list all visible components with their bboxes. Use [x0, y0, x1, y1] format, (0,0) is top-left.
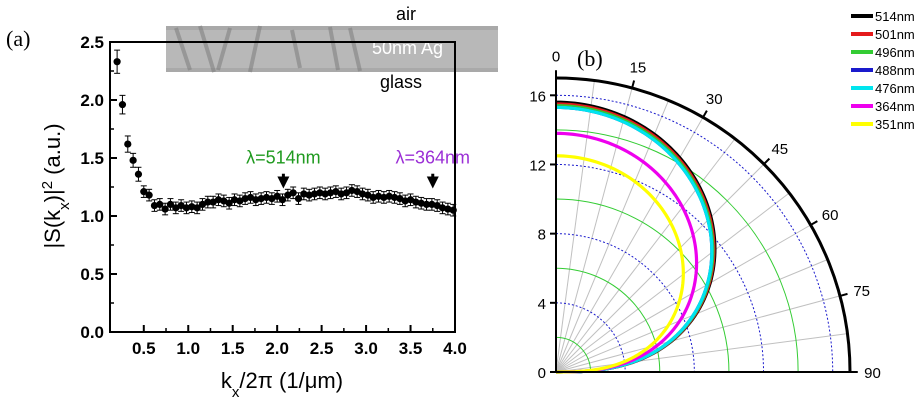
- data-point: [129, 156, 137, 164]
- angle-tick-mark: [810, 220, 818, 226]
- wavelength-annotation: λ=514nm: [246, 148, 321, 168]
- polar-spoke: [555, 224, 811, 373]
- polar-spoke: [555, 163, 765, 373]
- inset-glass-label: glass: [380, 72, 422, 92]
- angle-tick-label: 90: [864, 365, 881, 382]
- radius-tick-label: 12: [529, 157, 546, 174]
- data-point: [161, 205, 169, 213]
- angle-tick-mark: [631, 80, 636, 89]
- legend-label: 501nm: [875, 27, 915, 42]
- angle-tick-label: 15: [630, 59, 647, 76]
- polar-curve: [555, 131, 699, 374]
- polar-spoke: [555, 192, 790, 373]
- x-tick-label: 1.5: [221, 339, 245, 358]
- radius-tick-label: 8: [538, 227, 546, 244]
- inset-air-label: air: [396, 4, 416, 24]
- angle-tick-label: 60: [822, 207, 839, 224]
- polar-spoke: [555, 80, 595, 373]
- polar-grid-arc: [555, 233, 695, 373]
- data-point: [289, 189, 297, 197]
- x-tick-label: 4.0: [443, 339, 467, 358]
- data-point: [278, 196, 287, 204]
- plot-a-xlabel: kx/2π (1/μm): [221, 368, 343, 398]
- y-tick-label: 1.0: [80, 207, 104, 226]
- data-point: [294, 195, 303, 203]
- polar-curve: [555, 105, 714, 374]
- data-point: [166, 200, 175, 208]
- plot-a-ylabel: |S(kx)|2 (a.u.): [39, 123, 73, 248]
- wavelength-annotation: λ=364nm: [395, 148, 470, 168]
- inset-grain-lines: [174, 25, 362, 73]
- inset-tem-image: air 50nm Ag glass: [166, 4, 498, 92]
- angle-tick-mark: [702, 110, 708, 118]
- legend-label: 351nm: [875, 117, 915, 132]
- polar-spoke: [555, 100, 669, 373]
- radius-tick-label: 16: [529, 88, 546, 105]
- polar-curve: [555, 154, 685, 374]
- plot-a-annotations: λ=514nm λ=364nm: [246, 148, 470, 189]
- data-point: [113, 58, 121, 66]
- polar-spoke: [555, 333, 848, 373]
- y-tick-label: 0.5: [80, 265, 104, 284]
- legend-label: 488nm: [875, 63, 915, 78]
- angle-tick-label: 45: [771, 141, 788, 158]
- data-point: [273, 192, 281, 200]
- data-point: [118, 101, 127, 109]
- panel-b-label: (b): [577, 46, 603, 71]
- angle-tick-mark: [839, 292, 848, 297]
- data-point: [156, 200, 164, 208]
- panel-a: (a) air 50nm Ag glass 0.5 1.0 1.5 2.0 2.5 3.0…: [6, 4, 498, 398]
- data-point: [422, 200, 431, 208]
- x-tick-label: 2.5: [310, 339, 334, 358]
- plot-a-ticks: 0.5 1.0 1.5 2.0 2.5 3.0 3.5 4.0 0.0 0.5 1.0 1.5 2.0 2…: [80, 33, 466, 358]
- plot-a-points: [113, 49, 457, 217]
- legend-label: 476nm: [875, 81, 915, 96]
- x-tick-label: 2.0: [265, 339, 289, 358]
- legend-label: 496nm: [875, 45, 915, 60]
- angle-tick-label: 30: [706, 91, 723, 108]
- data-point: [449, 206, 457, 214]
- x-tick-label: 3.5: [399, 339, 423, 358]
- polar-grid-arc: [555, 336, 592, 373]
- y-tick-label: 2.5: [80, 33, 104, 52]
- polar-grid: [555, 80, 848, 373]
- annotation-arrow-head: [277, 176, 290, 189]
- polar-grid-arc: [555, 94, 834, 373]
- data-point: [204, 198, 212, 206]
- angle-tick-label: 75: [853, 283, 870, 300]
- data-point: [193, 204, 201, 212]
- y-tick-label: 2.0: [80, 91, 104, 110]
- annotation-arrow-head: [426, 176, 439, 189]
- data-point: [145, 191, 153, 199]
- legend: 514nm 501nm 496nm 488nm 476nm 364nm 351nm: [851, 9, 915, 132]
- radius-tick-label: 4: [538, 296, 546, 313]
- data-point: [140, 188, 148, 196]
- polar-outer-arc: [555, 76, 852, 373]
- polar-grid-arc: [555, 129, 799, 373]
- polar-spoke: [555, 295, 841, 373]
- x-tick-label: 0.5: [132, 339, 156, 358]
- polar-axes: 0 4 8 12 16 0 15 30 45 60 75 90: [529, 49, 881, 382]
- polar-curves: [555, 100, 717, 374]
- x-tick-label: 3.0: [354, 339, 378, 358]
- angle-tick-mark: [763, 157, 771, 165]
- data-point: [225, 199, 233, 207]
- data-point: [134, 170, 143, 178]
- polar-spoke: [555, 87, 633, 373]
- y-tick-label: 1.5: [80, 149, 104, 168]
- x-tick-label: 1.0: [176, 339, 200, 358]
- panel-a-label: (a): [6, 26, 30, 51]
- polar-grid-arc: [555, 198, 730, 373]
- legend-label: 514nm: [875, 9, 915, 24]
- polar-grid-arc: [555, 302, 626, 373]
- legend-label: 364nm: [875, 99, 915, 114]
- panel-b: (b) 0 4 8 12 16 0 15 30 45 60 75 90 514nm 501nm 496nm…: [529, 9, 914, 382]
- y-tick-label: 0.0: [80, 323, 104, 342]
- data-point: [124, 140, 132, 148]
- polar-spoke: [555, 138, 736, 373]
- radius-tick-label: 0: [538, 365, 546, 382]
- angle-tick-label: 0: [552, 49, 560, 66]
